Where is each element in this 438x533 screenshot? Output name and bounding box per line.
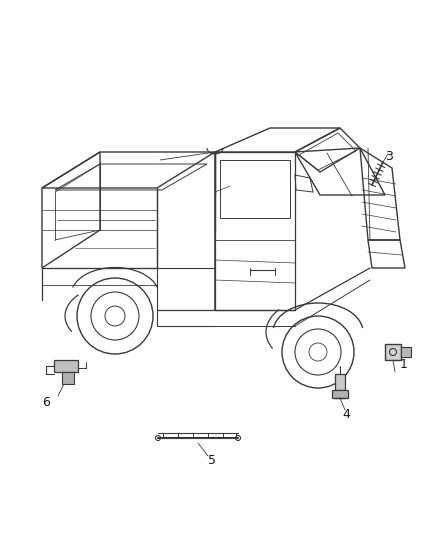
Polygon shape: [332, 390, 348, 398]
Polygon shape: [401, 347, 411, 357]
Polygon shape: [335, 374, 345, 390]
Text: 3: 3: [385, 149, 393, 163]
Text: 5: 5: [208, 454, 216, 466]
Text: 1: 1: [400, 359, 408, 372]
Text: 6: 6: [42, 395, 50, 408]
Polygon shape: [385, 344, 401, 360]
Polygon shape: [54, 360, 78, 372]
Text: 4: 4: [342, 408, 350, 422]
Polygon shape: [62, 372, 74, 384]
